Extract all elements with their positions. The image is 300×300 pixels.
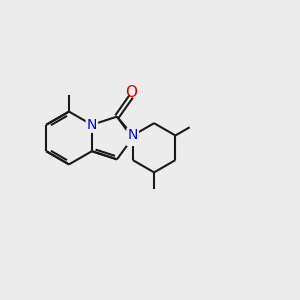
Text: N: N [127, 131, 138, 145]
Text: N: N [128, 128, 138, 142]
Text: O: O [125, 85, 137, 100]
Text: N: N [87, 118, 97, 132]
